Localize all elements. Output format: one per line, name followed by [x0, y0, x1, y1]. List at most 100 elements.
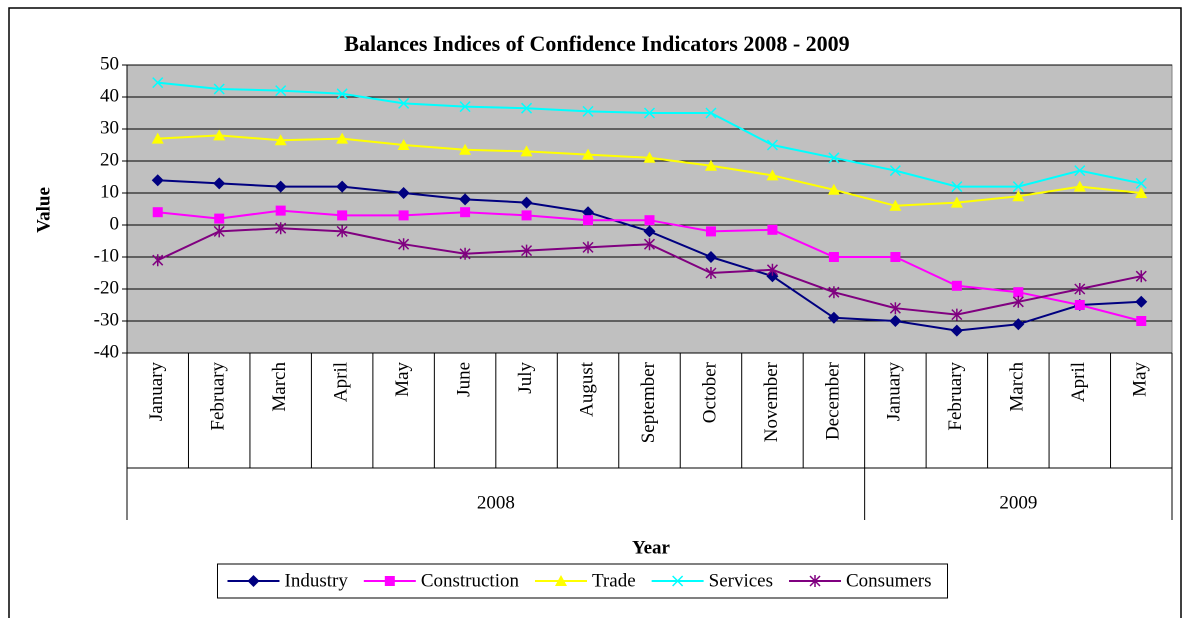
- x-tick-label: March: [1007, 362, 1028, 412]
- marker: [1136, 316, 1147, 326]
- x-tick-label: January: [884, 362, 905, 422]
- group-label: 2009: [999, 492, 1037, 513]
- marker: [828, 286, 840, 299]
- marker: [672, 575, 684, 587]
- y-tick-label: 40: [100, 85, 119, 106]
- y-tick-label: -30: [94, 309, 119, 330]
- marker: [274, 180, 287, 193]
- marker: [520, 145, 533, 157]
- marker: [1074, 300, 1085, 310]
- marker: [1135, 187, 1148, 198]
- marker: [766, 263, 778, 276]
- marker: [704, 159, 717, 171]
- marker: [766, 169, 779, 181]
- marker: [213, 177, 226, 190]
- marker: [397, 139, 410, 150]
- marker: [459, 143, 472, 155]
- marker: [950, 324, 963, 337]
- marker: [336, 132, 349, 144]
- marker: [152, 254, 164, 267]
- x-tick-label: September: [638, 361, 659, 443]
- x-tick-label: June: [453, 362, 474, 397]
- marker: [582, 105, 594, 117]
- x-tick-label: February: [208, 362, 229, 431]
- marker: [827, 311, 840, 324]
- marker: [1073, 180, 1086, 192]
- marker: [951, 280, 962, 291]
- marker: [705, 226, 716, 237]
- x-tick-label: April: [1068, 362, 1089, 402]
- y-tick-label: 10: [100, 181, 119, 202]
- marker: [384, 576, 395, 586]
- marker: [214, 213, 225, 224]
- marker: [889, 315, 902, 327]
- marker: [828, 152, 840, 164]
- marker: [275, 85, 287, 97]
- marker: [275, 222, 287, 235]
- marker: [521, 102, 533, 114]
- marker: [459, 101, 471, 113]
- marker: [889, 199, 902, 211]
- marker: [397, 187, 410, 199]
- legend-label: Construction: [421, 570, 520, 591]
- marker: [1135, 177, 1147, 189]
- y-tick-label: 0: [110, 213, 120, 234]
- x-tick-label: October: [699, 361, 720, 423]
- marker: [705, 107, 717, 119]
- marker: [890, 252, 901, 262]
- marker: [151, 174, 164, 187]
- marker: [704, 251, 717, 263]
- marker: [643, 151, 656, 163]
- marker: [767, 224, 778, 235]
- x-axis-label: Year: [632, 537, 671, 558]
- x-tick-label: January: [146, 362, 167, 422]
- x-tick-label: May: [1130, 362, 1151, 397]
- marker: [520, 196, 533, 209]
- marker: [1074, 165, 1086, 177]
- marker: [521, 210, 532, 221]
- marker: [1135, 295, 1148, 308]
- marker: [643, 107, 656, 119]
- marker: [554, 575, 567, 586]
- marker: [275, 205, 286, 216]
- y-axis-label: Value: [33, 187, 54, 233]
- marker: [950, 196, 963, 208]
- marker: [643, 225, 656, 238]
- x-tick-label: April: [331, 362, 352, 402]
- marker: [951, 181, 963, 193]
- marker: [337, 210, 348, 221]
- marker: [152, 77, 164, 89]
- x-tick-label: March: [269, 362, 290, 412]
- x-tick-label: February: [945, 362, 966, 431]
- marker: [827, 183, 840, 195]
- y-tick-label: -40: [94, 341, 119, 362]
- marker: [336, 88, 348, 100]
- marker: [1012, 295, 1024, 308]
- marker: [582, 148, 595, 160]
- marker: [247, 575, 260, 587]
- x-tick-label: November: [761, 361, 782, 442]
- marker: [766, 139, 778, 151]
- y-tick-label: -10: [94, 245, 119, 266]
- marker: [213, 129, 226, 141]
- legend-label: Trade: [592, 570, 636, 591]
- x-tick-label: May: [392, 362, 413, 397]
- marker: [459, 193, 472, 206]
- marker: [398, 210, 409, 221]
- marker: [951, 308, 963, 321]
- marker: [1135, 270, 1147, 283]
- marker: [705, 267, 717, 279]
- marker: [889, 165, 901, 177]
- marker: [336, 180, 349, 193]
- marker: [889, 302, 901, 315]
- x-tick-label: August: [576, 361, 597, 417]
- marker: [152, 207, 163, 218]
- marker: [336, 225, 348, 238]
- marker: [398, 238, 410, 251]
- legend-label: Industry: [284, 570, 348, 591]
- marker: [398, 97, 410, 109]
- x-tick-label: December: [822, 361, 843, 440]
- marker: [213, 83, 225, 95]
- marker: [1013, 287, 1024, 298]
